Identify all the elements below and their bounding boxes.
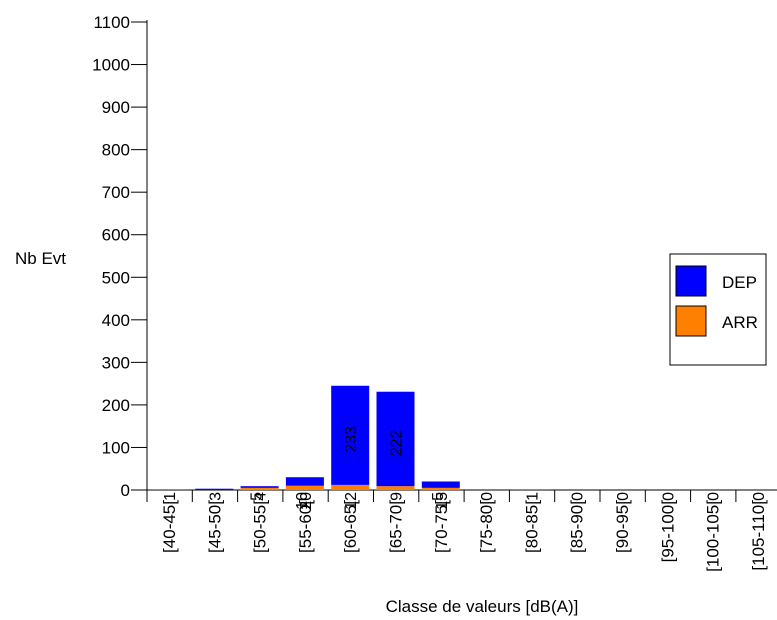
x-tick-label: [80-85[ bbox=[522, 500, 541, 553]
y-tick-label: 300 bbox=[102, 353, 130, 372]
y-tick-label: 800 bbox=[102, 141, 130, 160]
bar-arr bbox=[421, 487, 460, 490]
y-tick-label: 1000 bbox=[92, 56, 130, 75]
x-tick-label: [55-60[ bbox=[296, 500, 315, 553]
bar-arr bbox=[285, 485, 324, 490]
x-tick-label: [40-45[ bbox=[160, 500, 179, 553]
bar-dep bbox=[195, 488, 234, 490]
legend-label: ARR bbox=[722, 313, 758, 332]
data-label-dep: 3 bbox=[207, 492, 224, 501]
y-tick-label: 0 bbox=[121, 481, 130, 500]
bar-dep bbox=[240, 486, 279, 488]
y-tick-label: 400 bbox=[102, 311, 130, 330]
data-label-dep: 0 bbox=[479, 492, 496, 501]
x-tick-label: [75-80[ bbox=[477, 500, 496, 553]
y-tick-label: 900 bbox=[102, 98, 130, 117]
x-axis: [40-45[ [45-50[ [50-55[ [55-60[ [60-65[ [65-7… bbox=[146, 489, 777, 572]
x-tick-label: [85-90[ bbox=[568, 500, 587, 553]
bars bbox=[150, 385, 551, 490]
data-label-dep: 233 bbox=[343, 426, 360, 453]
bar-arr bbox=[376, 486, 415, 490]
x-axis-title: Classe de valeurs [dB(A)] bbox=[386, 597, 579, 616]
x-tick-label: [70-75[ bbox=[432, 500, 451, 553]
bar-arr bbox=[240, 487, 279, 490]
data-label-arr: 5 bbox=[249, 492, 266, 501]
y-tick-label: 100 bbox=[102, 438, 130, 457]
data-label-dep: 0 bbox=[615, 492, 632, 501]
legend-swatch bbox=[675, 305, 707, 337]
y-tick-label: 200 bbox=[102, 396, 130, 415]
legend: DEP ARR bbox=[669, 253, 767, 366]
data-label-dep: 0 bbox=[706, 492, 723, 501]
data-label-dep: 20 bbox=[298, 492, 315, 510]
data-label-dep: 222 bbox=[389, 430, 406, 457]
bar-dep bbox=[421, 481, 460, 488]
x-tick-label: [90-95[ bbox=[613, 500, 632, 553]
bar-arr bbox=[331, 484, 370, 490]
data-label-dep: 0 bbox=[660, 492, 677, 501]
data-label-arr: 5 bbox=[430, 492, 447, 501]
data-label-arr: 9 bbox=[389, 492, 406, 501]
data-label-dep: 1 bbox=[162, 492, 179, 501]
legend-swatch bbox=[675, 265, 707, 297]
y-axis: 0 100 200 300 400 500 600 700 800 900 1000 1100 bbox=[92, 13, 148, 500]
data-label-dep: 0 bbox=[751, 492, 768, 501]
y-tick-label: 500 bbox=[102, 268, 130, 287]
bar-dep bbox=[331, 385, 370, 485]
x-tick-label: [105-110[ bbox=[749, 500, 768, 571]
x-tick-label: [50-55[ bbox=[251, 500, 270, 553]
data-label-dep: 15 bbox=[434, 492, 451, 510]
data-label-dep: 1 bbox=[524, 492, 541, 501]
x-tick-label: [45-50[ bbox=[205, 500, 224, 553]
data-label-arr: 12 bbox=[343, 492, 360, 510]
data-label-dep: 4 bbox=[253, 492, 270, 501]
y-axis-title: Nb Evt bbox=[15, 249, 66, 268]
data-label-dep: 0 bbox=[570, 492, 587, 501]
bar-dep bbox=[285, 477, 324, 486]
x-tick-label: [100-105[ bbox=[704, 500, 723, 572]
x-tick-label: [60-65[ bbox=[341, 500, 360, 553]
x-tick-label: [65-70[ bbox=[387, 500, 406, 553]
y-tick-label: 700 bbox=[102, 183, 130, 202]
x-tick-label: [95-100[ bbox=[658, 500, 677, 563]
y-tick-label: 1100 bbox=[93, 13, 130, 32]
legend-label: DEP bbox=[722, 273, 757, 292]
bar-dep bbox=[376, 391, 415, 487]
y-tick-label: 600 bbox=[102, 226, 130, 245]
data-label-arr: 10 bbox=[294, 492, 311, 510]
